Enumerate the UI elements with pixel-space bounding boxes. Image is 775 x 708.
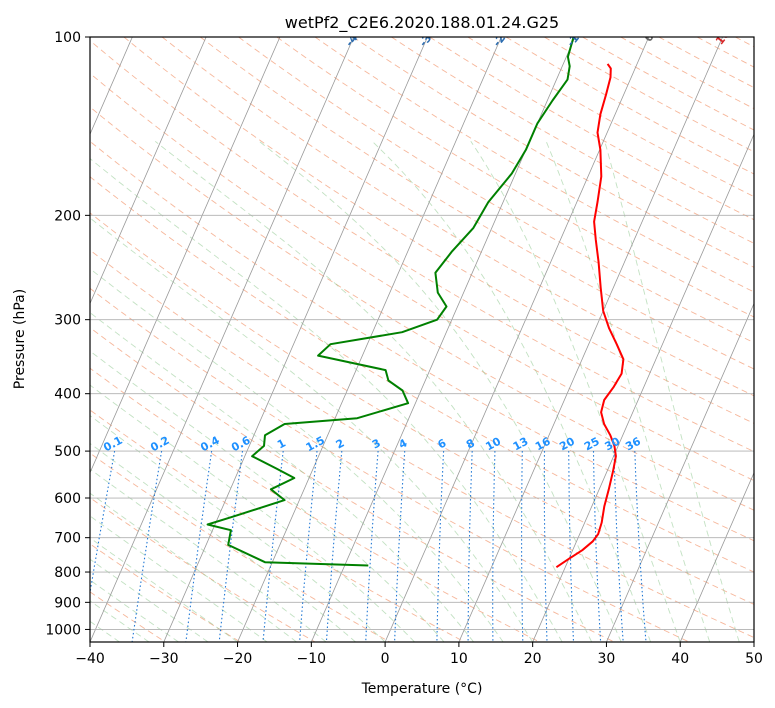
- dry-adiabat: [505, 37, 754, 175]
- mixing-ratio-line: [90, 451, 116, 596]
- x-tick-label: 10: [450, 651, 468, 667]
- mixing-ratio-label: 30: [603, 435, 623, 454]
- y-tick-label: 300: [54, 313, 81, 329]
- dry-adiabat: [314, 37, 754, 293]
- mixing-ratio-label: 20: [557, 435, 577, 454]
- isotherm-line: [532, 133, 754, 642]
- mixing-ratio-label: 10: [483, 435, 503, 454]
- isotherm-line: [458, 37, 723, 642]
- dry-adiabat: [161, 37, 754, 397]
- mixing-ratio-label: 13: [511, 435, 531, 454]
- temperature-profile-line: [555, 63, 625, 569]
- x-tick-label: −10: [297, 651, 327, 667]
- dry-adiabat: [90, 409, 465, 642]
- y-tick-label: 800: [54, 565, 81, 581]
- dry-adiabat: [467, 37, 754, 198]
- x-tick-label: 40: [671, 651, 689, 667]
- y-axis-title: Pressure (hPa): [12, 289, 28, 389]
- x-tick-label: 30: [598, 651, 616, 667]
- dry-adiabat: [90, 106, 754, 511]
- y-tick-label: 600: [54, 491, 81, 507]
- dry-adiabat: [90, 212, 754, 605]
- dry-adiabat: [90, 40, 754, 453]
- isotherm-line: [90, 37, 355, 642]
- isotherm-line: [679, 471, 754, 642]
- x-tick-label: 20: [524, 651, 542, 667]
- dry-adiabat: [238, 37, 754, 344]
- isotherm-line: [606, 302, 754, 642]
- y-tick-label: 700: [54, 531, 81, 547]
- dry-adiabat: [90, 249, 754, 639]
- mixing-ratio-label: 16: [533, 435, 553, 454]
- dry-adiabat: [90, 452, 391, 642]
- dry-adiabat: [90, 287, 690, 642]
- dry-adiabat: [90, 327, 615, 642]
- isotherm-line: [237, 37, 502, 642]
- x-tick-label: −20: [223, 651, 253, 667]
- y-tick-label: 1000: [45, 622, 81, 638]
- isotherm-line: [163, 37, 428, 642]
- dry-adiabat: [276, 37, 754, 318]
- isotherm-line: [384, 37, 650, 642]
- y-tick-label: 400: [54, 387, 81, 403]
- mixing-ratio-line: [262, 451, 284, 642]
- x-tick-label: −40: [75, 651, 105, 667]
- y-tick-label: 900: [54, 595, 81, 611]
- plot-area: [90, 37, 754, 642]
- isotherm-label: 10: [713, 27, 733, 47]
- dry-adiabat: [90, 176, 754, 573]
- y-tick-label: 100: [54, 30, 81, 46]
- dry-adiabat: [391, 37, 754, 244]
- x-tick-label: −30: [149, 651, 179, 667]
- y-tick-label: 200: [54, 208, 81, 224]
- mixing-ratio-line: [185, 451, 213, 642]
- isotherm-label: 0: [642, 30, 657, 44]
- chart-title: wetPf2_C2E6.2020.188.01.24.G25: [285, 13, 559, 33]
- mixing-ratio-line: [131, 451, 163, 642]
- x-tick-label: 0: [381, 651, 390, 667]
- dry-adiabat: [123, 37, 754, 424]
- dewpoint-profile-line: [206, 37, 575, 567]
- mixing-ratio-label: 25: [582, 435, 602, 454]
- axes: −40 −30 −20 −10 0 10 20 30 40 5010009008007006005…: [45, 30, 763, 667]
- dry-adiabat: [90, 140, 754, 542]
- x-tick-label: 50: [745, 651, 763, 667]
- dry-adiabat: [90, 497, 316, 642]
- y-tick-label: 500: [54, 444, 81, 460]
- dry-adiabat: [200, 37, 754, 370]
- x-axis-title: Temperature (°C): [361, 681, 483, 697]
- isotherm-line: [90, 37, 207, 305]
- mixing-ratio-label: 36: [623, 435, 643, 454]
- isotherm-line: [90, 37, 281, 474]
- plot-frame: [89, 36, 755, 643]
